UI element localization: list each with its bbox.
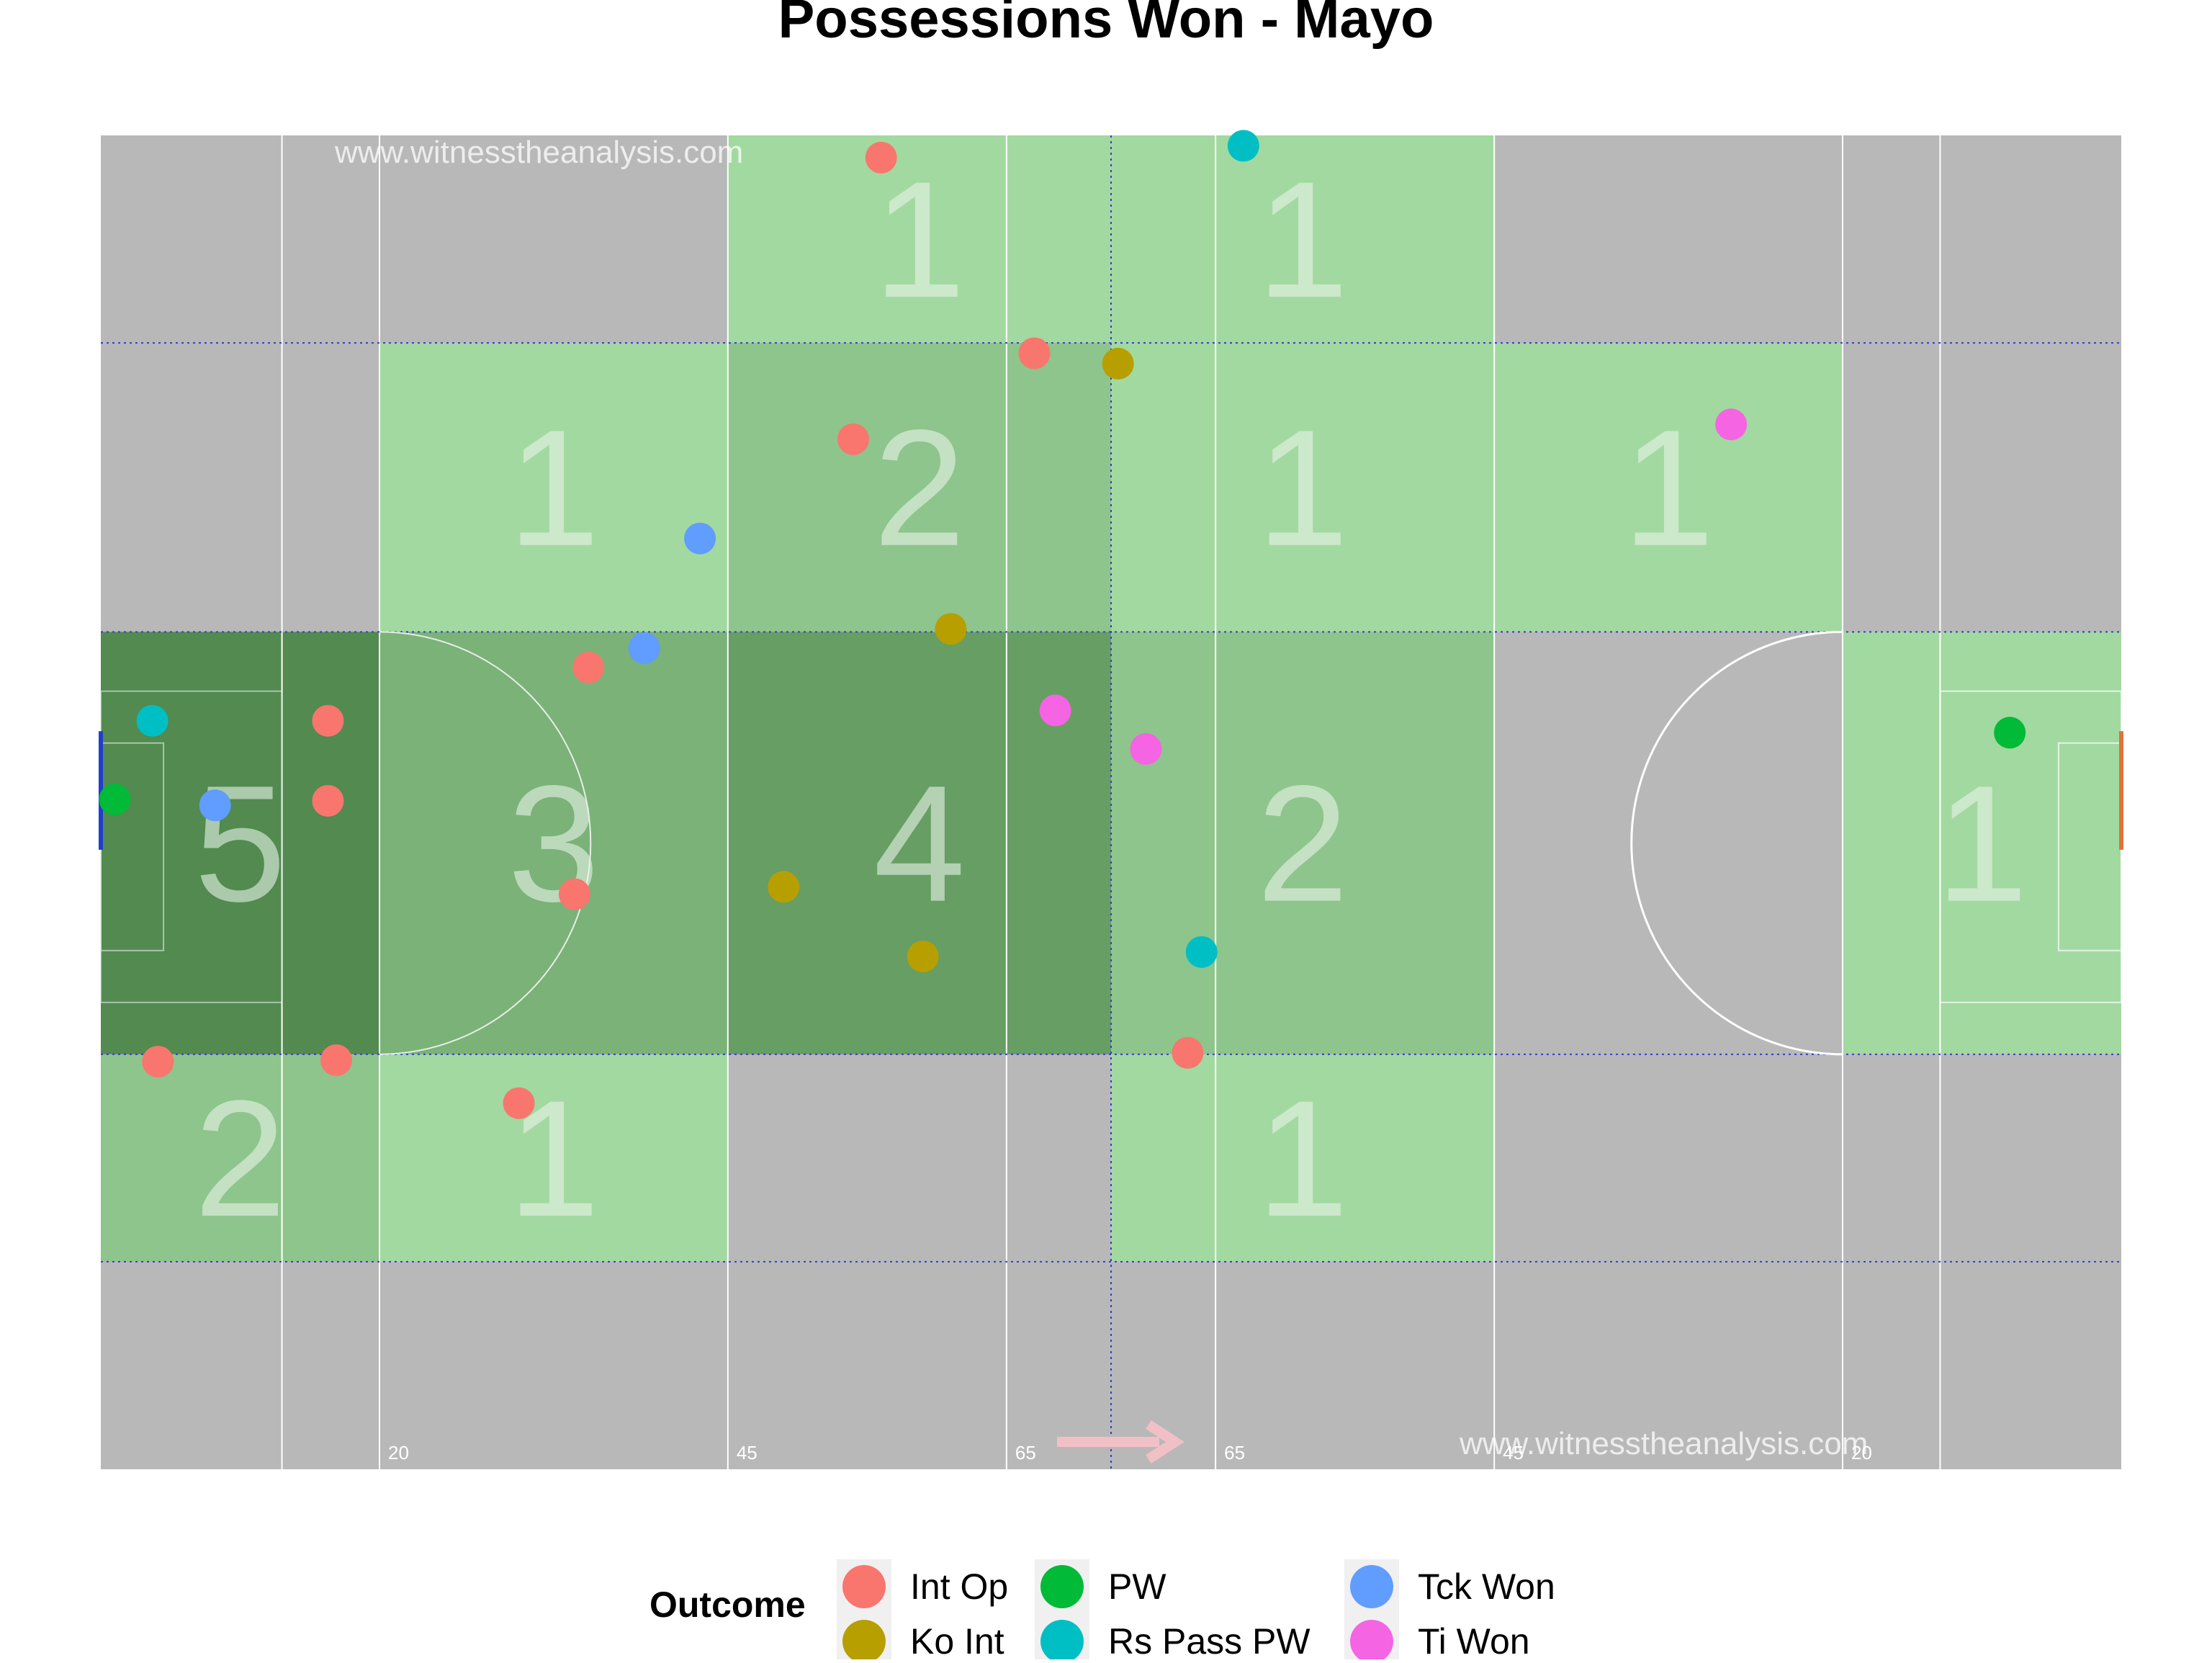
zone-count: 2 bbox=[1256, 751, 1349, 936]
d-arc-left bbox=[379, 631, 592, 1055]
zone-cell bbox=[379, 343, 728, 632]
data-point bbox=[312, 704, 344, 737]
zone-count: 2 bbox=[873, 395, 966, 581]
zone-count: 1 bbox=[508, 395, 600, 581]
legend-label: Int Op bbox=[910, 1566, 1008, 1607]
data-point bbox=[558, 878, 590, 910]
zone-cell bbox=[1111, 632, 1495, 1054]
zone-count: 1 bbox=[873, 147, 966, 332]
data-point bbox=[1994, 717, 2026, 749]
goal-right bbox=[2119, 731, 2123, 850]
data-point bbox=[312, 784, 344, 817]
data-point bbox=[136, 704, 168, 737]
data-point bbox=[865, 141, 897, 174]
data-point bbox=[142, 1046, 174, 1078]
zone-count: 5 bbox=[194, 751, 287, 936]
data-point bbox=[1172, 1036, 1204, 1069]
attack-direction-arrowhead bbox=[1146, 1420, 1184, 1463]
zone-count: 2 bbox=[194, 1066, 287, 1251]
legend-label: PW bbox=[1108, 1566, 1166, 1607]
legend-label: Ko Int bbox=[910, 1621, 1004, 1659]
data-point bbox=[1018, 337, 1051, 369]
zone-cell bbox=[1494, 343, 1843, 632]
data-point bbox=[99, 783, 131, 815]
data-point bbox=[1715, 408, 1748, 441]
legend-key bbox=[1350, 1565, 1393, 1608]
chart-title: Possessions Won - Mayo bbox=[778, 0, 1434, 50]
legend-key bbox=[842, 1620, 886, 1663]
zone-count: 1 bbox=[1622, 395, 1714, 581]
zone-cell bbox=[1111, 1054, 1495, 1262]
watermark: www.witnesstheanalysis.com bbox=[1459, 1426, 1868, 1461]
zone-count: 1 bbox=[1936, 751, 2028, 936]
data-point bbox=[199, 789, 231, 822]
pitch-markings bbox=[99, 135, 2123, 1469]
zone-cell bbox=[1111, 343, 1495, 632]
pitch-line-label: 45 bbox=[1503, 1442, 1524, 1463]
data-point bbox=[768, 871, 800, 903]
d-arc-right bbox=[1630, 630, 1843, 1056]
zone-cell bbox=[1111, 135, 1495, 344]
zone-heatmap bbox=[101, 135, 2121, 1262]
zone-cell bbox=[727, 343, 1111, 632]
zone-cell bbox=[379, 1054, 728, 1262]
data-point bbox=[935, 613, 967, 645]
zone-cell bbox=[101, 632, 380, 1054]
data-point bbox=[1185, 936, 1218, 968]
data-point bbox=[1102, 347, 1134, 380]
zone-cell bbox=[1842, 632, 2121, 1054]
legend-key bbox=[842, 1565, 886, 1608]
data-point bbox=[837, 423, 869, 455]
legend-key bbox=[1350, 1620, 1393, 1663]
legend-key bbox=[1040, 1565, 1084, 1608]
data-point bbox=[684, 522, 716, 555]
pitch-line-label: 65 bbox=[1015, 1442, 1036, 1463]
legend-key bbox=[1040, 1620, 1084, 1663]
pitch-line-label: 20 bbox=[388, 1442, 409, 1463]
legend-label: Ti Won bbox=[1418, 1621, 1530, 1659]
zone-count: 1 bbox=[1256, 395, 1349, 581]
data-point bbox=[1130, 732, 1162, 765]
data-point bbox=[907, 941, 939, 973]
legend: Outcome Int Op Ko Int PW Rs Pass PW Tck Won T… bbox=[649, 1559, 1555, 1663]
possession-points bbox=[99, 130, 2026, 1119]
zone-count: 4 bbox=[873, 751, 966, 936]
zone-cell bbox=[379, 632, 728, 1054]
data-point bbox=[572, 651, 605, 683]
legend-label: Rs Pass PW bbox=[1108, 1621, 1310, 1659]
zone-cell bbox=[727, 135, 1111, 344]
data-point bbox=[1039, 694, 1071, 727]
watermark: www.witnesstheanalysis.com bbox=[334, 135, 743, 170]
goal-left bbox=[99, 731, 103, 850]
data-point bbox=[628, 632, 660, 664]
legend-title: Outcome bbox=[649, 1584, 806, 1625]
data-point bbox=[503, 1087, 535, 1119]
zone-count: 3 bbox=[508, 751, 600, 936]
zone-count: 1 bbox=[1256, 147, 1349, 332]
legend-label: Tck Won bbox=[1418, 1566, 1555, 1607]
data-point bbox=[1227, 130, 1259, 162]
pitch-line-label: 20 bbox=[1851, 1442, 1872, 1463]
pitch-line-label: 65 bbox=[1224, 1442, 1245, 1463]
pitch-line-label: 45 bbox=[737, 1442, 757, 1463]
zone-count: 1 bbox=[1256, 1066, 1349, 1251]
zone-cell bbox=[101, 1054, 380, 1262]
pitch-annotations: 20 45 65 65 45 20www.witnesstheanalysis.comww… bbox=[334, 135, 1872, 1463]
data-point bbox=[320, 1044, 353, 1077]
